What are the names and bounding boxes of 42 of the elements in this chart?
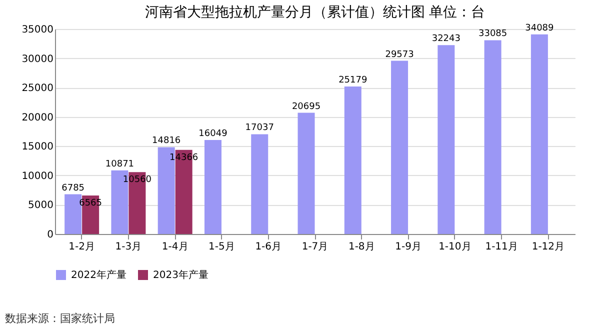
bar [484,40,502,234]
bar [251,134,268,234]
x-tick-label: 1-8月 [348,242,375,252]
data-label: 16049 [198,129,228,139]
x-tick-label: 1-9月 [395,242,422,252]
chart-title: 河南省大型拖拉机产量分月（累计值）统计图 单位：台 [144,4,486,20]
y-tick-label: 25000 [22,83,54,94]
y-tick-label: 10000 [22,170,54,182]
data-label: 32243 [432,34,460,44]
bar [391,60,408,234]
x-tick-label: 1-12月 [532,242,565,252]
bar [298,112,315,234]
data-label: 6785 [62,183,85,194]
x-tick-label: 1-5月 [208,242,235,252]
y-tick-label: 20000 [22,112,54,124]
y-tick-label: 0 [47,230,54,240]
y-tick-label: 15000 [22,142,54,153]
data-label: 20695 [292,102,321,112]
source-note: 数据来源：国家统计局 [5,312,115,325]
y-tick-label: 5000 [28,200,54,212]
data-label: 34089 [525,23,554,34]
x-tick-label: 1-2月 [68,242,95,252]
x-tick-label: 1-7月 [302,242,328,252]
data-label: 25179 [338,76,368,86]
x-tick-label: 1-10月 [438,242,472,252]
data-label: 14816 [152,136,181,146]
bar [204,140,222,234]
data-label: 17037 [245,123,274,134]
x-tick-label: 1-4月 [162,242,188,252]
bar [344,86,362,234]
data-label: 29573 [385,50,414,60]
x-tick-label: 1-11月 [485,242,518,252]
bar [438,45,455,234]
legend-label: 2022年产量 [71,269,126,281]
data-label: 33085 [478,29,508,40]
x-tick-label: 1-6月 [255,242,282,252]
y-tick-label: 30000 [22,54,54,65]
data-label: 10871 [105,159,134,170]
x-tick-label: 1-3月 [115,242,142,252]
legend-label: 2023年产量 [153,269,208,281]
bar [530,34,548,234]
y-tick-label: 35000 [22,24,54,36]
